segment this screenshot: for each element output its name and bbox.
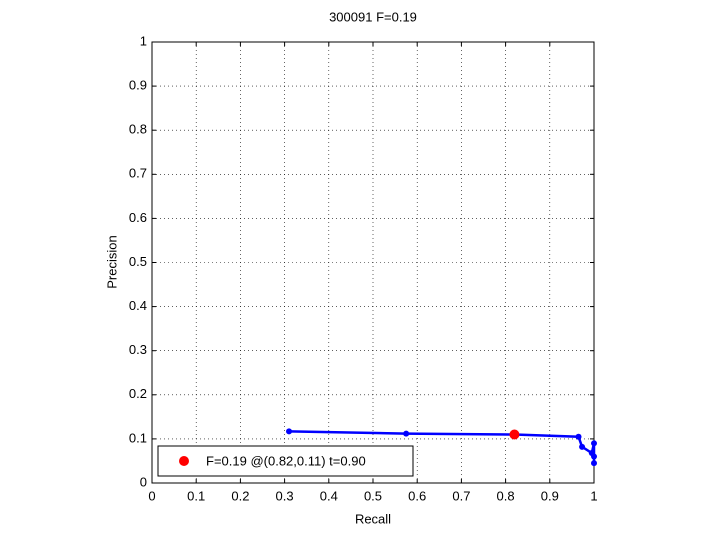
curve-point (579, 443, 586, 450)
best-point (509, 429, 520, 440)
x-tick-label: 1 (590, 488, 597, 503)
y-tick-label: 1 (140, 33, 147, 48)
y-tick-label: 0.1 (129, 430, 147, 445)
y-tick-label: 0 (140, 474, 147, 489)
curve-point (591, 460, 597, 467)
y-tick-label: 0.9 (129, 78, 147, 93)
x-tick-label: 0.6 (408, 488, 426, 503)
legend-box (157, 445, 414, 477)
curve-point (591, 440, 597, 447)
x-tick-label: 0 (148, 488, 155, 503)
plot-frame (151, 41, 595, 484)
x-tick-label: 0.8 (497, 488, 515, 503)
chart-title: 300091 F=0.19 (329, 9, 417, 24)
y-tick-label: 0.4 (129, 298, 147, 313)
legend-label: F=0.19 @(0.82,0.11) t=0.90 (206, 453, 366, 468)
x-tick-label: 0.7 (452, 488, 470, 503)
x-tick-label: 0.5 (364, 488, 382, 503)
curve-point (575, 433, 582, 440)
legend-marker (179, 456, 189, 466)
y-tick-label: 0.3 (129, 342, 147, 357)
x-tick-label: 0.2 (231, 488, 249, 503)
x-tick-label: 0.3 (276, 488, 294, 503)
curve-point (403, 430, 410, 437)
x-tick-label: 0.4 (320, 488, 338, 503)
y-tick-label: 0.7 (129, 166, 147, 181)
x-tick-label: 0.1 (187, 488, 205, 503)
y-tick-label: 0.5 (129, 254, 147, 269)
y-axis-label: Precision (104, 235, 119, 288)
y-tick-label: 0.6 (129, 210, 147, 225)
curve-point (591, 453, 597, 460)
x-axis-label: Recall (355, 511, 391, 526)
curve-point (286, 428, 293, 435)
y-tick-label: 0.2 (129, 386, 147, 401)
x-tick-label: 0.9 (541, 488, 559, 503)
y-tick-label: 0.8 (129, 122, 147, 137)
